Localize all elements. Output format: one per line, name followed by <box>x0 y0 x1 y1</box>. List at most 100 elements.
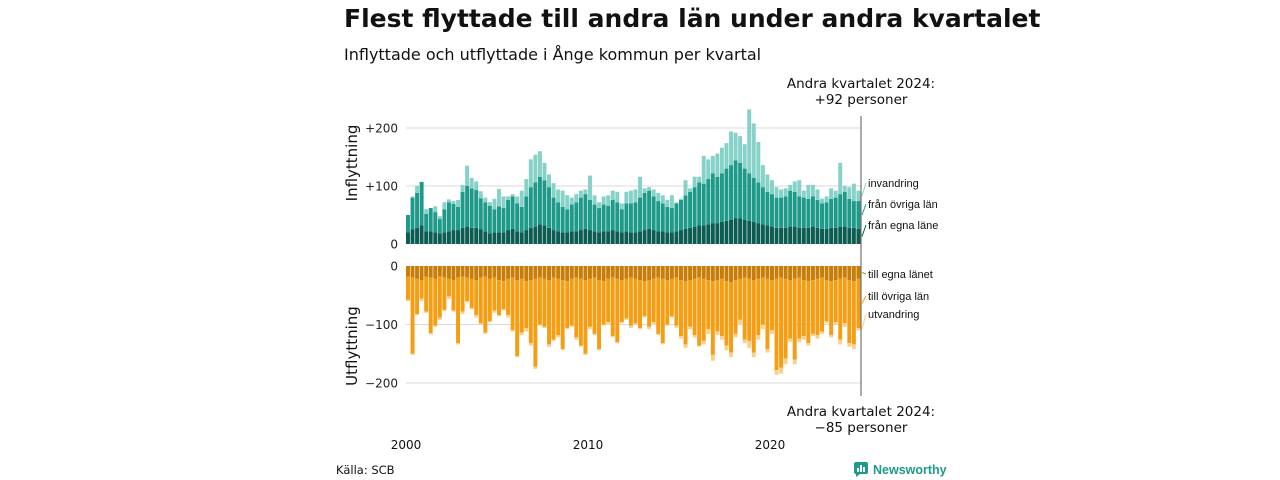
bar-utflyttning-2 <box>456 343 460 345</box>
bar-utflyttning-0 <box>474 266 479 281</box>
bar-utflyttning-0 <box>810 266 815 281</box>
bar-utflyttning-1 <box>688 280 693 327</box>
bar-utflyttning-1 <box>679 280 683 337</box>
bar-inflyttning-2 <box>842 186 847 192</box>
bar-utflyttning-1 <box>428 277 433 334</box>
bar-inflyttning-1 <box>465 186 470 227</box>
bar-inflyttning-2 <box>619 203 624 210</box>
bar-utflyttning-1 <box>483 276 488 333</box>
bar-inflyttning-0 <box>801 227 806 244</box>
bar-utflyttning-1 <box>437 276 442 318</box>
bar-utflyttning-2 <box>451 310 456 312</box>
series-label-in: invandring <box>868 178 919 190</box>
bar-utflyttning-2 <box>724 345 729 351</box>
bar-utflyttning-0 <box>533 266 538 279</box>
bar-utflyttning-1 <box>574 277 579 338</box>
bar-utflyttning-0 <box>542 266 547 279</box>
bar-utflyttning-1 <box>415 278 420 314</box>
bar-utflyttning-0 <box>806 266 811 282</box>
bar-inflyttning-0 <box>788 226 793 244</box>
bar-inflyttning-2 <box>779 189 784 198</box>
bar-inflyttning-2 <box>569 197 574 205</box>
bar-inflyttning-2 <box>806 184 811 199</box>
bar-inflyttning-2 <box>410 196 415 198</box>
bar-inflyttning-0 <box>456 230 460 244</box>
bar-utflyttning-1 <box>806 281 811 344</box>
inflyttning-bars <box>406 109 861 244</box>
bar-utflyttning-2 <box>606 322 611 325</box>
bar-utflyttning-0 <box>615 266 620 279</box>
bar-utflyttning-2 <box>492 310 497 313</box>
bar-utflyttning-1 <box>601 281 606 325</box>
bar-inflyttning-2 <box>578 190 583 198</box>
bar-inflyttning-2 <box>665 199 670 207</box>
bar-inflyttning-0 <box>806 227 811 244</box>
bar-inflyttning-0 <box>669 232 674 244</box>
bar-inflyttning-1 <box>419 181 424 226</box>
bar-utflyttning-0 <box>619 266 624 281</box>
bar-inflyttning-1 <box>751 177 756 222</box>
bar-inflyttning-2 <box>692 176 697 188</box>
bar-utflyttning-0 <box>588 266 592 279</box>
bar-utflyttning-0 <box>428 266 433 278</box>
bar-inflyttning-2 <box>624 191 629 204</box>
bar-utflyttning-0 <box>719 266 724 279</box>
x-tick-label: 2020 <box>755 438 786 452</box>
bar-utflyttning-1 <box>478 277 483 324</box>
bar-inflyttning-0 <box>738 218 743 244</box>
bar-utflyttning-0 <box>501 266 506 282</box>
bar-utflyttning-0 <box>674 266 679 278</box>
bar-inflyttning-2 <box>765 174 770 192</box>
bar-utflyttning-0 <box>679 266 683 281</box>
bar-utflyttning-1 <box>519 278 524 333</box>
bar-utflyttning-0 <box>751 266 756 281</box>
bar-inflyttning-0 <box>556 231 561 244</box>
bar-utflyttning-0 <box>765 266 770 279</box>
bar-utflyttning-2 <box>510 330 515 332</box>
bar-utflyttning-1 <box>492 277 497 311</box>
bar-utflyttning-2 <box>547 344 551 347</box>
bar-inflyttning-1 <box>474 190 479 228</box>
bar-inflyttning-1 <box>647 190 652 229</box>
bar-inflyttning-0 <box>410 229 415 244</box>
bar-inflyttning-0 <box>415 227 420 244</box>
bar-utflyttning-2 <box>474 315 479 318</box>
bar-inflyttning-1 <box>688 191 693 228</box>
bar-utflyttning-0 <box>656 266 661 278</box>
bar-utflyttning-0 <box>783 266 788 279</box>
bar-utflyttning-2 <box>551 339 556 341</box>
bar-inflyttning-1 <box>406 215 410 233</box>
bar-utflyttning-2 <box>692 335 697 338</box>
bar-inflyttning-2 <box>506 196 511 200</box>
bar-utflyttning-1 <box>833 280 838 323</box>
bar-utflyttning-0 <box>624 266 629 279</box>
bar-inflyttning-2 <box>701 155 706 184</box>
bar-inflyttning-1 <box>651 196 656 231</box>
bar-utflyttning-1 <box>451 280 456 311</box>
bar-inflyttning-2 <box>651 189 656 197</box>
bar-utflyttning-2 <box>683 344 688 348</box>
bar-inflyttning-0 <box>628 232 633 244</box>
bar-inflyttning-2 <box>774 187 779 198</box>
bar-utflyttning-0 <box>592 266 597 278</box>
series-label-in: från egna läne <box>868 220 938 232</box>
bar-utflyttning-2 <box>437 317 442 320</box>
bar-utflyttning-1 <box>551 277 556 340</box>
bar-utflyttning-2 <box>642 316 647 318</box>
bar-inflyttning-1 <box>756 182 761 224</box>
bar-utflyttning-0 <box>456 266 460 278</box>
bar-utflyttning-0 <box>556 266 561 279</box>
bar-inflyttning-1 <box>415 192 420 228</box>
bar-utflyttning-1 <box>465 277 470 302</box>
bar-utflyttning-2 <box>574 337 579 340</box>
bar-utflyttning-1 <box>660 278 665 344</box>
bar-utflyttning-2 <box>779 367 784 374</box>
bar-inflyttning-1 <box>701 183 706 226</box>
bar-inflyttning-0 <box>783 227 788 244</box>
bar-utflyttning-2 <box>528 343 533 346</box>
bar-utflyttning-2 <box>792 359 797 365</box>
bar-inflyttning-2 <box>528 159 533 188</box>
bar-inflyttning-2 <box>487 202 492 206</box>
bar-utflyttning-0 <box>779 266 784 278</box>
axes: 0 +100 +200 0 −100 −200 Inflyttning Utflyttning… <box>343 122 785 453</box>
